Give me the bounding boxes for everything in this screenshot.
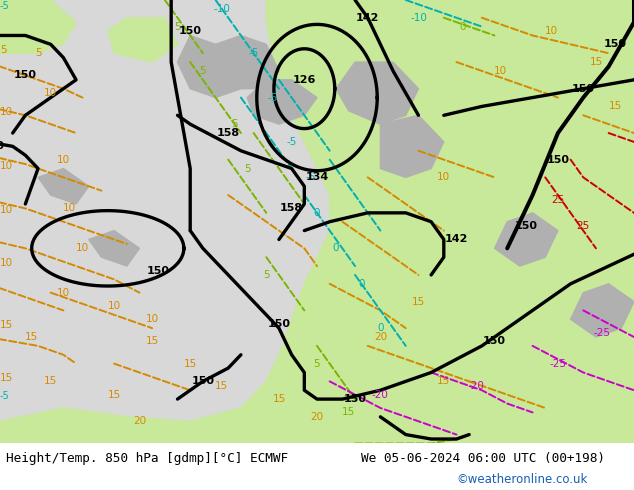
Text: 150: 150: [604, 39, 626, 49]
Text: -25: -25: [550, 359, 566, 368]
Text: 15: 15: [609, 101, 621, 111]
Polygon shape: [380, 115, 444, 177]
Text: -5: -5: [268, 93, 278, 102]
Text: 10: 10: [76, 244, 89, 253]
Text: 150: 150: [179, 26, 202, 36]
Text: 15: 15: [273, 394, 285, 404]
Text: -5: -5: [0, 1, 10, 11]
Text: 0: 0: [460, 22, 466, 32]
Text: 15: 15: [0, 320, 13, 330]
Text: 10: 10: [146, 314, 158, 324]
Text: ©weatheronline.co.uk: ©weatheronline.co.uk: [456, 473, 588, 486]
Text: We 05-06-2024 06:00 UTC (00+198): We 05-06-2024 06:00 UTC (00+198): [361, 452, 605, 465]
Text: 142: 142: [445, 234, 468, 245]
Text: 10: 10: [0, 107, 13, 117]
Text: -5: -5: [287, 137, 297, 147]
Text: 10: 10: [44, 88, 57, 98]
Text: 0: 0: [377, 323, 384, 333]
Text: 150: 150: [572, 84, 595, 94]
Text: 10: 10: [0, 205, 13, 215]
Text: 10: 10: [63, 203, 76, 214]
Polygon shape: [216, 35, 279, 89]
Polygon shape: [571, 284, 634, 337]
Text: -5: -5: [249, 48, 259, 58]
Polygon shape: [89, 231, 139, 266]
Text: 0: 0: [314, 208, 320, 218]
Text: 5: 5: [314, 359, 320, 368]
Text: -5: -5: [306, 172, 316, 182]
Text: -10: -10: [410, 13, 427, 23]
Polygon shape: [0, 0, 76, 53]
Text: 150: 150: [268, 318, 290, 329]
Text: 150: 150: [483, 337, 506, 346]
Polygon shape: [495, 213, 558, 266]
Text: -10: -10: [214, 4, 230, 14]
Text: 15: 15: [184, 359, 197, 368]
Text: -20: -20: [372, 390, 389, 400]
Text: 10: 10: [0, 258, 13, 268]
Polygon shape: [178, 35, 254, 98]
Polygon shape: [336, 62, 418, 124]
Text: 0: 0: [333, 244, 339, 253]
Text: 150: 150: [515, 221, 538, 231]
Text: 15: 15: [216, 381, 228, 391]
Text: 10: 10: [437, 172, 450, 182]
Text: 150: 150: [344, 394, 366, 404]
Text: 10: 10: [108, 301, 120, 311]
Text: 5: 5: [174, 22, 181, 32]
Text: 10: 10: [0, 161, 13, 171]
Text: 150: 150: [547, 155, 569, 165]
Text: 20: 20: [133, 416, 146, 426]
Text: 15: 15: [108, 390, 120, 400]
Text: 20: 20: [374, 332, 387, 342]
Text: -25: -25: [594, 328, 611, 338]
Text: 0: 0: [358, 279, 365, 289]
Text: 5: 5: [244, 164, 250, 173]
Polygon shape: [0, 0, 634, 443]
Text: 15: 15: [44, 376, 57, 387]
Text: 158: 158: [280, 203, 303, 214]
Text: 25: 25: [552, 195, 564, 204]
Text: 15: 15: [412, 296, 425, 307]
Text: 158: 158: [217, 128, 240, 138]
Text: -20: -20: [467, 381, 484, 391]
Text: 15: 15: [437, 376, 450, 387]
Polygon shape: [247, 80, 317, 124]
Text: 15: 15: [146, 337, 158, 346]
Text: -5: -5: [0, 391, 10, 401]
Text: 10: 10: [545, 26, 558, 36]
Text: 5: 5: [263, 270, 269, 280]
Text: 150: 150: [14, 71, 37, 80]
Text: 150: 150: [147, 266, 170, 275]
Text: 15: 15: [590, 57, 602, 67]
Polygon shape: [108, 18, 178, 62]
Text: 5: 5: [0, 45, 6, 55]
Text: 20: 20: [311, 412, 323, 422]
Text: 5: 5: [200, 66, 206, 76]
Text: 142: 142: [356, 13, 379, 23]
Text: 10: 10: [495, 66, 507, 76]
Text: 126: 126: [293, 75, 316, 85]
Text: 15: 15: [0, 373, 13, 383]
Text: 134: 134: [306, 172, 328, 182]
Text: 25: 25: [577, 221, 590, 231]
Text: 5: 5: [35, 48, 41, 58]
Text: 150: 150: [0, 141, 5, 151]
Text: Height/Temp. 850 hPa [gdmp][°C] ECMWF: Height/Temp. 850 hPa [gdmp][°C] ECMWF: [6, 452, 288, 465]
Text: 10: 10: [57, 288, 70, 298]
Polygon shape: [38, 169, 89, 204]
Text: 150: 150: [191, 376, 214, 387]
Text: 15: 15: [342, 407, 355, 417]
Text: 5: 5: [231, 119, 238, 129]
Text: 10: 10: [57, 155, 70, 165]
Text: 15: 15: [25, 332, 38, 342]
